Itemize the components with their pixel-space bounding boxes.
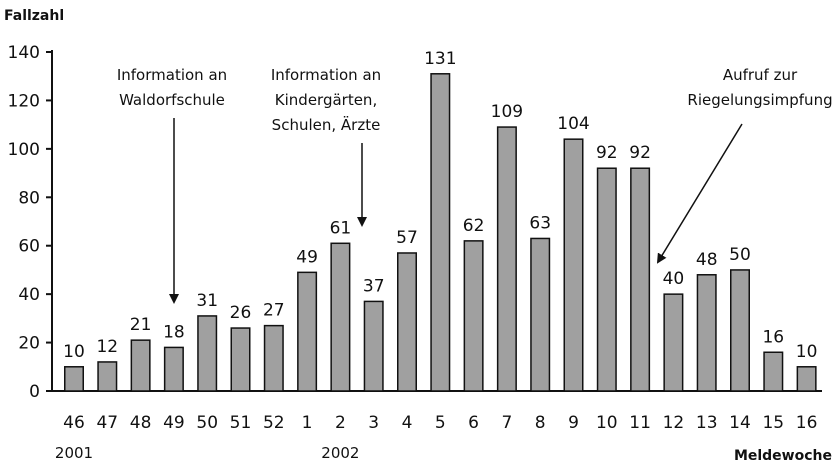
bar — [796, 366, 817, 392]
bar — [563, 138, 584, 392]
x-tick-labels: 46 47 48 49 50 51 52 1 2 3 4 5 6 7 8 9 10 11 12 13 14 15 16 — [63, 413, 817, 433]
bars — [64, 73, 817, 392]
bar-value-label: 48 — [696, 250, 718, 270]
x-tick-label: 51 — [230, 413, 252, 433]
x-tick-label: 2 — [335, 413, 346, 433]
bar — [663, 293, 684, 392]
annotations: Information an Waldorfschule Information a… — [117, 66, 833, 304]
x-tick-label: 16 — [796, 413, 818, 433]
bar — [230, 327, 251, 392]
y-tick-label: 80 — [18, 188, 40, 208]
bar — [496, 126, 517, 392]
x-tick-label: 49 — [163, 413, 185, 433]
x-tick-label: 48 — [130, 413, 152, 433]
bar — [630, 167, 651, 392]
x-tick-label: 47 — [96, 413, 118, 433]
bar — [64, 366, 84, 392]
bar-value-label: 104 — [557, 114, 589, 134]
y-tick-label: 40 — [18, 285, 40, 305]
bar — [763, 351, 784, 392]
bar-value-label: 10 — [796, 342, 818, 362]
x-tick-label: 8 — [535, 413, 546, 433]
x-tick-label: 12 — [663, 413, 685, 433]
bar — [696, 274, 717, 392]
bar-value-label: 37 — [363, 276, 385, 296]
bar-value-label: 49 — [296, 247, 318, 267]
bar-value-label: 92 — [596, 143, 618, 163]
x-tick-label: 7 — [501, 413, 512, 433]
year-label: 2002 — [321, 444, 359, 462]
x-tick-label: 4 — [402, 413, 413, 433]
x-tick-label: 13 — [696, 413, 718, 433]
bar — [730, 269, 750, 392]
bar-value-label: 26 — [230, 303, 252, 323]
x-tick-label: 9 — [568, 413, 579, 433]
x-tick-label: 5 — [435, 413, 446, 433]
bar-value-label: 109 — [491, 102, 523, 122]
bar-value-label: 27 — [263, 301, 285, 321]
annotation-text: Information an — [117, 66, 227, 84]
bar-value-label: 18 — [163, 322, 185, 342]
x-tick-label: 6 — [468, 413, 479, 433]
annotation-text: Information an — [271, 66, 381, 84]
bar — [297, 271, 318, 392]
x-tick-label: 10 — [596, 413, 618, 433]
y-tick-labels: 0 20 40 60 80 100 120 140 — [8, 43, 40, 402]
bar — [430, 73, 451, 392]
x-tick-label: 1 — [302, 413, 313, 433]
bar-value-label: 62 — [463, 216, 485, 236]
annotation-text: Kindergärten, — [275, 91, 377, 109]
annotation-text: Aufruf zur — [723, 66, 798, 84]
x-tick-label: 52 — [263, 413, 285, 433]
bar-value-label: 40 — [663, 269, 685, 289]
bar — [197, 315, 218, 392]
y-tick-label: 0 — [29, 382, 40, 402]
year-label: 2001 — [55, 444, 93, 462]
bar — [530, 237, 551, 392]
bar-value-label: 10 — [63, 342, 85, 362]
x-tick-label: 11 — [629, 413, 651, 433]
bar-value-label: 61 — [330, 218, 352, 238]
annotation-arrow — [656, 123, 743, 264]
x-tick-label: 46 — [63, 413, 85, 433]
y-axis-label: Fallzahl — [4, 8, 64, 24]
bar — [163, 346, 184, 392]
bar — [97, 361, 118, 392]
x-tick-label: 15 — [762, 413, 784, 433]
bar-value-label: 63 — [529, 213, 551, 233]
bar-value-label: 12 — [96, 337, 118, 357]
annotation-text: Waldorfschule — [119, 91, 225, 109]
bar-value-label: 57 — [396, 228, 418, 248]
y-tick-label: 120 — [8, 91, 40, 111]
y-tick-label: 20 — [18, 334, 40, 354]
value-labels: 10 12 21 18 31 26 27 49 61 37 57 131 62 109 63 104 92 92 4… — [63, 49, 817, 362]
x-tick-label: 14 — [729, 413, 751, 433]
y-tick-label: 100 — [8, 140, 40, 160]
bar — [363, 300, 384, 392]
bar-value-label: 21 — [130, 315, 152, 335]
bar-value-label: 50 — [729, 245, 751, 265]
bar — [263, 324, 284, 392]
annotation-text: Riegelungsimpfung — [687, 91, 832, 109]
y-tick-label: 60 — [18, 237, 40, 257]
y-tick-label: 140 — [8, 43, 40, 63]
annotation-text: Schulen, Ärzte — [272, 115, 381, 134]
bar-value-label: 92 — [629, 143, 651, 163]
bar — [463, 240, 484, 392]
bar-value-label: 16 — [762, 327, 784, 347]
x-tick-label: 3 — [368, 413, 379, 433]
bar — [397, 252, 417, 392]
bar — [330, 242, 351, 392]
bar-value-label: 31 — [196, 291, 218, 311]
bar — [596, 167, 617, 392]
year-labels: 2001 2002 — [55, 444, 360, 462]
x-axis-label: Meldewoche — [734, 448, 832, 464]
bar-value-label: 131 — [424, 49, 456, 69]
x-tick-label: 50 — [196, 413, 218, 433]
bar — [130, 339, 151, 392]
